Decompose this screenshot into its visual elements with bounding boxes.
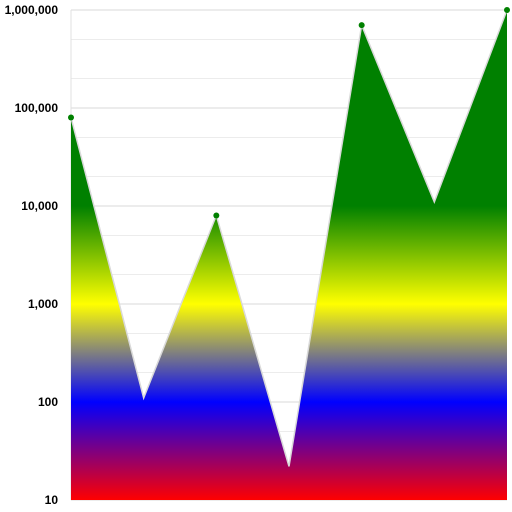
- y-tick-label: 10,000: [21, 199, 58, 213]
- y-tick-label: 1,000,000: [5, 3, 59, 17]
- y-axis: 10 100 1,000 10,000 100,000 1,000,000: [5, 3, 59, 507]
- y-tick-label: 10: [45, 493, 59, 507]
- series-line: [70, 9, 508, 467]
- data-point[interactable]: [358, 22, 365, 29]
- y-tick-label: 1,000: [28, 297, 58, 311]
- y-tick-label: 100: [38, 395, 58, 409]
- data-point[interactable]: [68, 114, 74, 121]
- data-point[interactable]: [213, 212, 220, 219]
- series-area: [71, 10, 507, 500]
- y-tick-label: 100,000: [15, 101, 59, 115]
- data-point[interactable]: [504, 7, 510, 13]
- data-markers: [68, 7, 510, 219]
- plot-area: [70, 9, 508, 500]
